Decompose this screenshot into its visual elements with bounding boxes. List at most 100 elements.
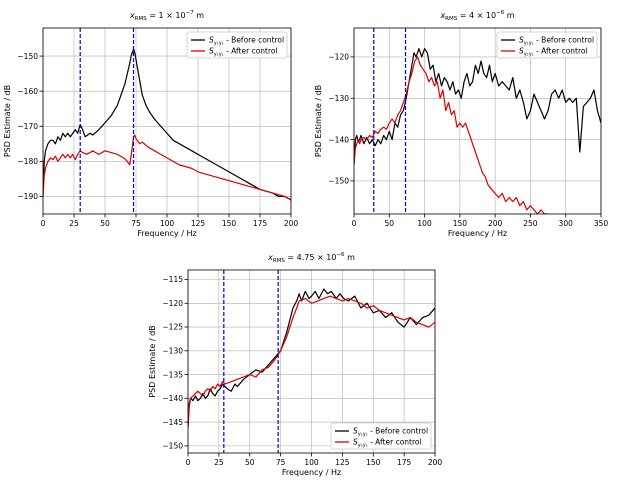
legend-subscript: y₁y₁ bbox=[524, 41, 534, 47]
y-tick-label: −135 bbox=[162, 370, 183, 379]
x-tick-label: 175 bbox=[253, 219, 268, 228]
x-tick-label: 50 bbox=[385, 219, 395, 228]
legend-label: - Before control bbox=[224, 36, 284, 45]
y-tick-label: −120 bbox=[162, 299, 183, 308]
title-text: = 1 × 10 bbox=[147, 11, 186, 20]
legend-entry: Sy₁y₁ - Before control bbox=[353, 427, 428, 438]
chart-title: xRMS = 4 × 10−6 m bbox=[439, 10, 514, 22]
series-group bbox=[354, 48, 601, 214]
legend-box bbox=[496, 31, 598, 59]
y-tick-label: −130 bbox=[328, 94, 349, 103]
y-axis-label: PSD Estimate / dB bbox=[148, 325, 157, 397]
title-exponent: −6 bbox=[336, 252, 345, 258]
y-axis-label: PSD Estimate / dB bbox=[3, 85, 12, 157]
series-group bbox=[43, 48, 291, 201]
x-tick-label: 125 bbox=[335, 458, 350, 467]
chart-title: xRMS = 1 × 10−7 m bbox=[129, 10, 204, 22]
y-tick-label: −125 bbox=[162, 323, 183, 332]
x-tick-label: 0 bbox=[186, 458, 191, 467]
plot-bottom-center: 0 25 50 75 100 125 150 175 200 −150 −145 −140 −135 −1… bbox=[148, 252, 442, 477]
y-axis-label: PSD Estimate / dB bbox=[314, 85, 323, 157]
x-axis-label: Frequency / Hz bbox=[137, 229, 196, 238]
legend-entry: Sy₁y₁ - Before control bbox=[209, 36, 284, 47]
series-before-control bbox=[354, 48, 601, 165]
legend-label: - Before control bbox=[368, 427, 428, 436]
y-tick-label: −150 bbox=[328, 177, 349, 186]
x-tick-label: 300 bbox=[559, 219, 574, 228]
legend-label: - Before control bbox=[534, 36, 594, 45]
legend-label: - After control bbox=[224, 47, 278, 56]
plot-top-left: 0 25 50 75 100 125 150 175 200 −190 −180 −170 −160 −1… bbox=[3, 10, 298, 238]
title-unit: m bbox=[194, 11, 205, 20]
legend-symbol: S bbox=[209, 47, 214, 56]
x-tick-label: 350 bbox=[594, 219, 609, 228]
axes-frame bbox=[353, 27, 602, 215]
title-unit: m bbox=[345, 253, 356, 262]
legend-entry: Sy₁y₁ - After control bbox=[209, 47, 278, 58]
x-tick-label: 50 bbox=[100, 219, 110, 228]
y-tick-label: −150 bbox=[162, 442, 183, 451]
legend-symbol: S bbox=[209, 36, 214, 45]
y-tick-label: −160 bbox=[17, 87, 38, 96]
legend-box bbox=[330, 422, 432, 450]
y-tick-label: −140 bbox=[328, 135, 349, 144]
y-tick-label: −120 bbox=[328, 53, 349, 62]
legend-entry: Sy₁y₁ - Before control bbox=[519, 36, 594, 47]
x-tick-label: 25 bbox=[69, 219, 79, 228]
legend-subscript: y₁y₁ bbox=[214, 41, 224, 47]
title-variable: x bbox=[267, 253, 273, 262]
x-tick-label: 50 bbox=[245, 458, 255, 467]
plot-top-right: 0 50 100 150 200 250 300 350 −150 −140 −130 −120 Fre… bbox=[314, 10, 608, 238]
title-unit: m bbox=[504, 11, 515, 20]
x-tick-label: 200 bbox=[284, 219, 299, 228]
x-axis-label: Frequency / Hz bbox=[448, 229, 507, 238]
legend-subscript: y₁y₁ bbox=[524, 52, 534, 58]
legend-subscript: y₁y₁ bbox=[358, 432, 368, 438]
title-subscript: RMS bbox=[445, 16, 458, 22]
series-before-control bbox=[43, 48, 291, 201]
y-tick-label: −150 bbox=[17, 52, 38, 61]
y-tick-label: −145 bbox=[162, 418, 183, 427]
title-exponent: −6 bbox=[496, 10, 505, 16]
legend-subscript: y₁y₁ bbox=[358, 443, 368, 449]
legend-symbol: S bbox=[519, 47, 524, 56]
x-tick-label: 250 bbox=[523, 219, 538, 228]
x-tick-label: 75 bbox=[131, 219, 141, 228]
x-tick-label: 0 bbox=[41, 219, 46, 228]
legend-entry: Sy₁y₁ - After control bbox=[519, 47, 588, 58]
x-tick-label: 25 bbox=[214, 458, 224, 467]
legend-label: - After control bbox=[534, 47, 588, 56]
y-tick-label: −170 bbox=[17, 122, 38, 131]
series-after-control bbox=[188, 295, 435, 427]
title-subscript: RMS bbox=[273, 258, 286, 264]
y-tick-label: −115 bbox=[162, 275, 183, 284]
x-tick-label: 75 bbox=[276, 458, 286, 467]
x-tick-label: 150 bbox=[366, 458, 381, 467]
x-axis-label: Frequency / Hz bbox=[282, 468, 341, 477]
title-text: = 4.75 × 10 bbox=[285, 253, 337, 262]
x-tick-label: 100 bbox=[304, 458, 319, 467]
y-tick-label: −180 bbox=[17, 157, 38, 166]
y-tick-label: −140 bbox=[162, 394, 183, 403]
x-tick-label: 150 bbox=[222, 219, 237, 228]
legend-label: - After control bbox=[368, 438, 422, 447]
series-after-control bbox=[43, 134, 291, 201]
legend-entry: Sy₁y₁ - After control bbox=[353, 438, 422, 449]
legend-box bbox=[186, 31, 288, 59]
x-tick-label: 100 bbox=[417, 219, 432, 228]
legend-symbol: S bbox=[353, 438, 358, 447]
legend-symbol: S bbox=[519, 36, 524, 45]
x-tick-label: 150 bbox=[453, 219, 468, 228]
title-variable: x bbox=[129, 11, 135, 20]
x-tick-label: 175 bbox=[397, 458, 412, 467]
legend-symbol: S bbox=[353, 427, 358, 436]
series-after-control bbox=[354, 56, 549, 214]
x-tick-label: 125 bbox=[191, 219, 206, 228]
x-tick-label: 0 bbox=[352, 219, 357, 228]
title-subscript: RMS bbox=[135, 16, 148, 22]
series-group bbox=[188, 288, 435, 427]
